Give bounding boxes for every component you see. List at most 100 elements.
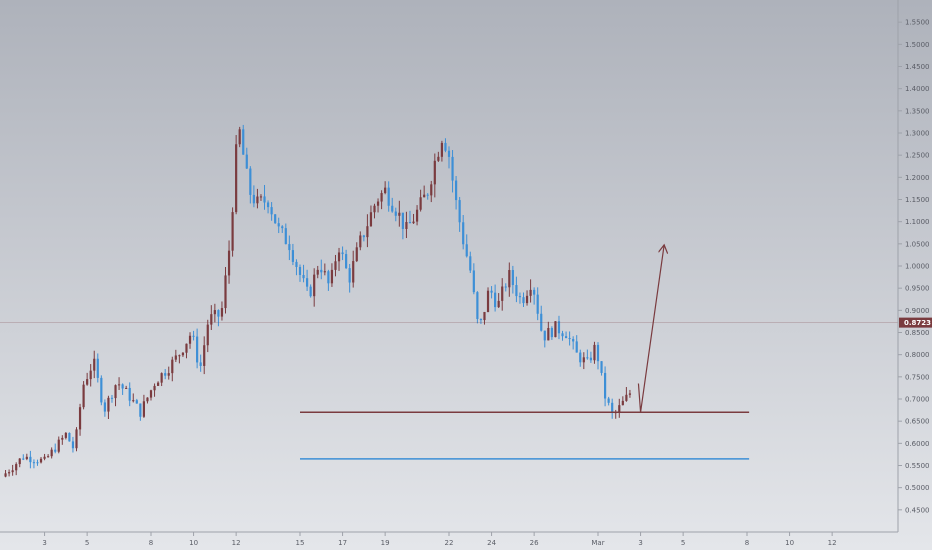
candle-bearish bbox=[579, 349, 582, 367]
candle-bullish bbox=[213, 303, 216, 323]
candle-bearish bbox=[479, 318, 483, 324]
candle-body bbox=[18, 458, 21, 465]
candle-body bbox=[387, 187, 390, 206]
candle-bullish bbox=[235, 135, 238, 215]
price-tick-label: 0.5500 bbox=[905, 462, 930, 470]
price-tick-label: 0.9000 bbox=[905, 307, 930, 315]
price-tick-label: 1.3500 bbox=[905, 107, 930, 115]
candle-bullish bbox=[486, 287, 490, 313]
candle-body bbox=[433, 160, 436, 185]
candle-body bbox=[43, 456, 46, 459]
price-tick-label: 0.8500 bbox=[905, 329, 930, 337]
candle-body bbox=[217, 310, 220, 317]
price-tick-label: 0.9500 bbox=[905, 285, 930, 293]
time-tick-label: 12 bbox=[828, 539, 837, 547]
candle-body bbox=[550, 327, 553, 338]
candle-body bbox=[423, 194, 426, 198]
candle-body bbox=[160, 373, 163, 383]
candle-bullish bbox=[508, 262, 511, 297]
candle-body bbox=[75, 429, 78, 449]
candle-body bbox=[68, 432, 71, 442]
candle-body bbox=[288, 244, 291, 251]
price-tick-label: 0.5000 bbox=[905, 484, 930, 492]
candle-bullish bbox=[25, 453, 28, 461]
candle-body bbox=[568, 338, 571, 340]
candle-bullish bbox=[373, 203, 376, 219]
candle-body bbox=[557, 321, 561, 334]
candle-body bbox=[281, 226, 284, 229]
candle-body bbox=[125, 387, 128, 389]
candle-body bbox=[437, 156, 440, 161]
candle-body bbox=[593, 344, 596, 361]
candle-bearish bbox=[518, 292, 522, 304]
price-axis[interactable]: 1.5500 1.5000 1.4500 1.4000 1.3500 1.3000 1.25… bbox=[897, 0, 930, 532]
candle-body bbox=[589, 357, 593, 361]
candle-bullish bbox=[203, 336, 206, 375]
candle-body bbox=[238, 129, 241, 145]
candle-body bbox=[603, 372, 607, 399]
candle-body bbox=[117, 384, 121, 386]
candle-bullish bbox=[430, 180, 433, 203]
candle-body bbox=[341, 252, 344, 255]
candle-bearish bbox=[451, 150, 454, 193]
candle-body bbox=[153, 385, 156, 391]
candle-bearish bbox=[596, 342, 600, 370]
candle-bullish bbox=[366, 214, 369, 248]
candle-bullish bbox=[86, 372, 89, 386]
price-tick-label: 1.1000 bbox=[905, 218, 930, 226]
candle-bullish bbox=[621, 396, 624, 406]
candle-bullish bbox=[181, 352, 185, 357]
candle-bearish bbox=[600, 361, 603, 376]
candle-bullish bbox=[376, 198, 380, 213]
candle-body bbox=[334, 261, 337, 270]
candle-bearish bbox=[589, 351, 593, 363]
time-tick-label: 3 bbox=[638, 539, 642, 547]
candle-body bbox=[490, 290, 493, 293]
candle-bearish bbox=[543, 330, 546, 348]
candle-body bbox=[564, 336, 568, 339]
candle-bearish bbox=[511, 265, 514, 294]
candle-body bbox=[284, 228, 287, 245]
candle-body bbox=[447, 150, 451, 157]
candle-body bbox=[547, 327, 550, 341]
candle-bearish bbox=[277, 217, 280, 234]
price-tick-label: 0.4500 bbox=[905, 506, 930, 514]
candle-bullish bbox=[415, 205, 419, 226]
candle-bullish bbox=[224, 266, 227, 314]
time-tick-label: 8 bbox=[745, 539, 749, 547]
time-tick-label: 3 bbox=[42, 539, 46, 547]
candle-body bbox=[71, 441, 75, 449]
candle-bullish bbox=[43, 453, 46, 461]
candle-bearish bbox=[100, 375, 103, 406]
candle-bullish bbox=[89, 364, 92, 387]
candle-bullish bbox=[384, 181, 387, 195]
candle-bullish bbox=[398, 200, 401, 227]
candle-body bbox=[518, 296, 522, 298]
candle-bearish bbox=[454, 175, 458, 210]
candle-body bbox=[149, 390, 153, 398]
candle-bullish bbox=[185, 343, 188, 359]
candle-body bbox=[114, 385, 117, 399]
candle-bullish bbox=[316, 265, 319, 279]
price-tick-label: 1.3000 bbox=[905, 130, 930, 138]
candle-body bbox=[185, 343, 188, 353]
candle-body bbox=[469, 256, 472, 271]
candle-bullish bbox=[117, 377, 121, 390]
candle-body bbox=[224, 275, 227, 309]
candle-body bbox=[444, 142, 447, 151]
candle-body bbox=[252, 194, 255, 204]
candle-body bbox=[348, 268, 351, 283]
candle-bearish bbox=[245, 147, 248, 170]
candle-body bbox=[235, 144, 238, 213]
candle-body bbox=[78, 407, 82, 430]
time-tick-label: 10 bbox=[785, 539, 794, 547]
candle-bullish bbox=[142, 394, 146, 418]
candle-bearish bbox=[557, 315, 561, 340]
projection-arrow[interactable] bbox=[637, 246, 664, 413]
candle-body bbox=[380, 193, 383, 202]
candle-bullish bbox=[171, 356, 174, 382]
candle-body bbox=[401, 212, 404, 229]
time-axis[interactable]: 3 5 8 10 12 15 17 19 22 24 26 Mar 3 5 8 10 12 bbox=[0, 531, 898, 547]
candle-bearish bbox=[274, 213, 277, 224]
